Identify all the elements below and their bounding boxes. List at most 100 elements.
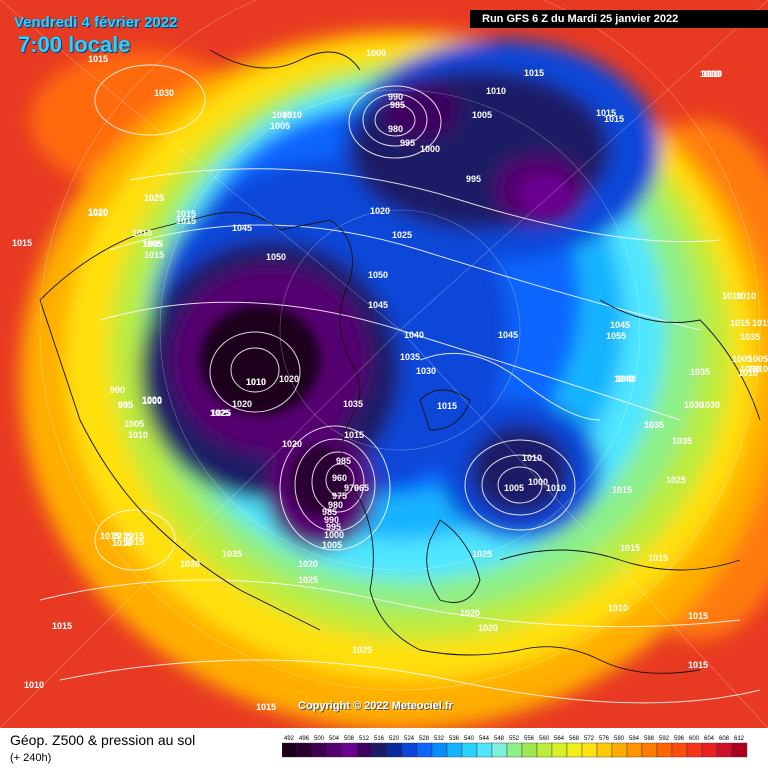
pressure-label: 1020 xyxy=(279,374,299,384)
pressure-label: 1010 xyxy=(700,69,720,79)
pressure-label: 1050 xyxy=(368,270,388,280)
isobar-low-w-1 xyxy=(230,347,280,393)
legend-swatch xyxy=(716,742,733,758)
legend-label: 496 xyxy=(299,736,310,742)
pressure-label: 1020 xyxy=(232,399,252,409)
grid-lon-2 xyxy=(399,329,768,728)
legend-label: 544 xyxy=(479,736,490,742)
pressure-label: 1010 xyxy=(282,110,302,120)
pressure-label: 1005 xyxy=(142,239,162,249)
forecast-date: Vendredi 4 février 2022 xyxy=(14,14,178,31)
legend-label: 504 xyxy=(329,736,340,742)
legend-label: 524 xyxy=(404,736,415,742)
legend-label: 588 xyxy=(644,736,655,742)
legend-swatch xyxy=(626,742,643,758)
legend-swatch xyxy=(596,742,613,758)
grid-lon-1 xyxy=(0,329,401,728)
legend-swatch xyxy=(641,742,658,758)
pressure-label: 1010 xyxy=(722,291,742,301)
pressure-label: 1020 xyxy=(88,207,108,217)
legend-swatch xyxy=(371,742,388,758)
legend-label: 540 xyxy=(464,736,475,742)
pressure-label: 1030 xyxy=(700,400,720,410)
legend-label: 536 xyxy=(449,736,460,742)
legend-swatch xyxy=(506,742,523,758)
legend-label: 508 xyxy=(344,736,355,742)
legend-label: 564 xyxy=(554,736,565,742)
coast-pacific-islands xyxy=(209,49,361,71)
pressure-label: 1010 xyxy=(748,364,768,374)
pressure-label: 1015 xyxy=(12,238,32,248)
forecast-time: 7:00 locale xyxy=(18,32,131,57)
pressure-label: 1030 xyxy=(154,88,174,98)
pressure-label: 1040 xyxy=(404,330,424,340)
legend-label: 576 xyxy=(599,736,610,742)
pressure-label: 1030 xyxy=(180,559,200,569)
legend-swatch xyxy=(416,742,433,758)
pressure-label: 985 xyxy=(322,507,337,517)
pressure-label: 990 xyxy=(324,515,339,525)
pressure-label: 1015 xyxy=(612,485,632,495)
legend-swatch xyxy=(731,742,748,758)
pressure-label: 1015 xyxy=(604,114,624,124)
legend-swatch xyxy=(521,742,538,758)
pressure-label: 1015 xyxy=(124,537,144,547)
pressure-label: 995 xyxy=(400,138,415,148)
pressure-label: 1015 xyxy=(648,553,668,563)
pressure-label: 1035 xyxy=(400,352,420,362)
pressure-label: 1035 xyxy=(343,399,363,409)
pressure-label: 1010 xyxy=(702,69,722,79)
legend-label: 528 xyxy=(419,736,430,742)
lat-lon-grid xyxy=(0,0,768,728)
legend-label: 580 xyxy=(614,736,625,742)
pressure-label: 1015 xyxy=(344,430,364,440)
legend-swatch xyxy=(431,742,448,758)
legend-label: 520 xyxy=(389,736,400,742)
pressure-label: 1025 xyxy=(392,230,412,240)
pressure-label: 1025 xyxy=(666,475,686,485)
pressure-label: 965 xyxy=(354,483,369,493)
legend-label: 608 xyxy=(719,736,730,742)
pressure-label: 1005 xyxy=(504,483,524,493)
isobar-high-sw xyxy=(94,509,176,571)
pressure-label: 1010 xyxy=(546,483,566,493)
pressure-label: 1010 xyxy=(702,69,722,79)
isobar-arc-2 xyxy=(99,301,681,421)
legend-label: 596 xyxy=(674,736,685,742)
legend-label: 548 xyxy=(494,736,505,742)
grid-lat-3 xyxy=(39,0,761,691)
pressure-label: 1025 xyxy=(211,408,231,418)
legend-swatch xyxy=(701,742,718,758)
pressure-label: 1005 xyxy=(270,121,290,131)
legend-swatch xyxy=(611,742,628,758)
legend-swatch xyxy=(461,742,478,758)
shade-core-s xyxy=(290,445,350,515)
geopotential-shading xyxy=(20,30,768,728)
grid-lon-4 xyxy=(399,0,768,331)
pressure-label: 970 xyxy=(344,483,359,493)
isobar-low-s-1 xyxy=(325,463,355,497)
coast-north-america-w xyxy=(39,299,321,631)
pressure-label: 1010 xyxy=(486,86,506,96)
shade-purple-n xyxy=(380,80,460,140)
legend-label: 572 xyxy=(584,736,595,742)
pressure-label: 1010 xyxy=(738,368,758,378)
pressure-label: 1005 xyxy=(124,419,144,429)
pressure-label: 1015 xyxy=(124,531,144,541)
legend-swatch xyxy=(446,742,463,758)
pressure-label: 1045 xyxy=(368,300,388,310)
legend-swatch xyxy=(581,742,598,758)
pressure-label: 1015 xyxy=(730,318,750,328)
isobar-arc-1 xyxy=(109,224,701,331)
legend-swatch xyxy=(386,742,403,758)
isobar-low-n-3 xyxy=(348,85,442,159)
isobar-low-atl-3 xyxy=(464,439,576,531)
core-shading xyxy=(200,175,570,515)
isobar-arc-5 xyxy=(59,659,761,704)
pressure-label: 1025 xyxy=(144,193,164,203)
pressure-label: 1015 xyxy=(100,531,120,541)
pressure-label: 1010 xyxy=(702,69,722,79)
pressure-label: 1000 xyxy=(366,48,386,58)
pressure-label: 1030 xyxy=(416,366,436,376)
